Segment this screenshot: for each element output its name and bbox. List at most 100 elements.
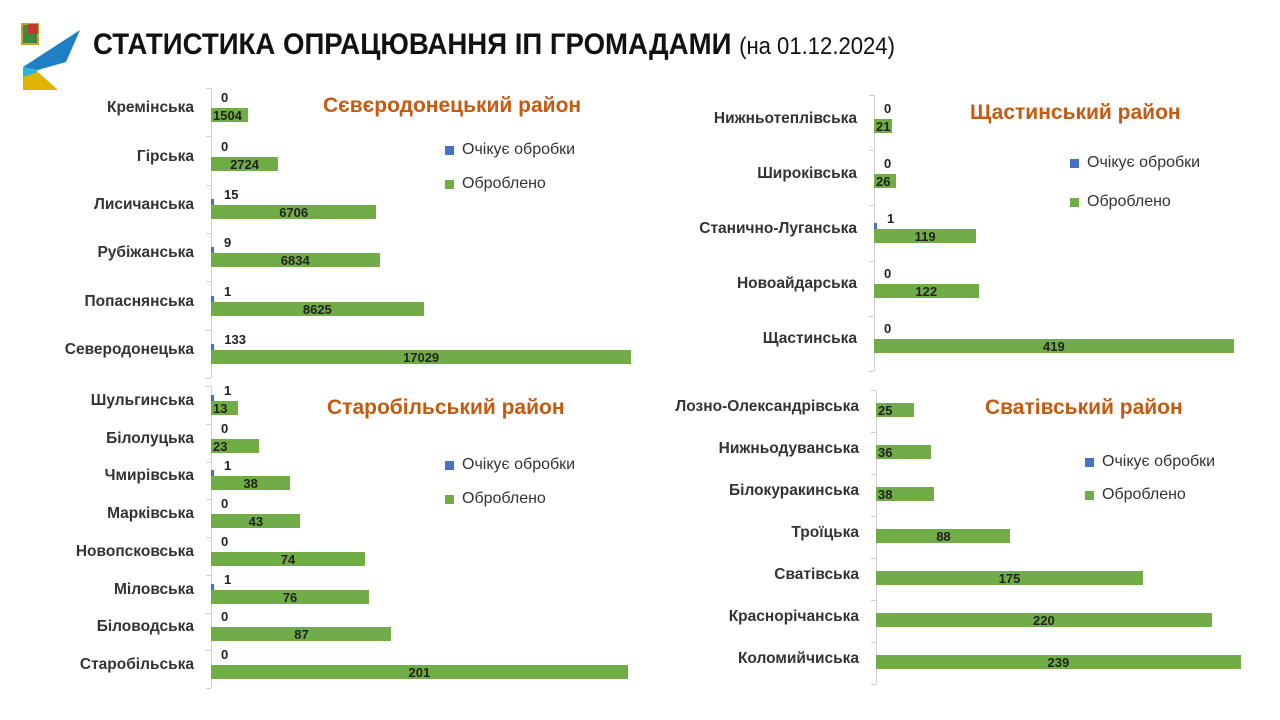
category-label: Щастинська [762, 330, 857, 348]
data-label-processed: 6834 [280, 253, 310, 269]
axis-tick [206, 378, 211, 379]
bar-pending [211, 470, 214, 477]
y-axis [211, 386, 212, 688]
data-label-processed: 239 [1047, 655, 1070, 670]
legend-swatch [1085, 490, 1094, 500]
bar-processed [874, 118, 893, 133]
legend-label: Оброблено [462, 175, 546, 192]
category-label: Попаснянська [84, 292, 194, 310]
bar-pending [211, 583, 214, 590]
axis-tick [869, 95, 874, 96]
legend-item: Очікує обробки [445, 456, 575, 474]
data-label-processed: 21 [876, 118, 891, 134]
data-label-pending: 1 [224, 458, 232, 474]
legend-label: Оброблено [462, 490, 546, 507]
bar-processed [874, 284, 979, 299]
axis-tick [869, 260, 874, 262]
page-title: СТАТИСТИКА ОПРАЦЮВАННЯ ІП ГРОМАДАМИ (на … [93, 28, 895, 61]
axis-tick [871, 600, 876, 601]
legend-item: Оброблено [1085, 486, 1186, 504]
bar-processed [876, 403, 915, 417]
bar-pending [211, 343, 215, 350]
legend-swatch [1070, 197, 1079, 207]
chart-title: Щастинський район [970, 101, 1181, 124]
axis-tick [206, 386, 211, 387]
category-label: Станично-Луганська [699, 220, 857, 237]
chart-title: Старобільський район [327, 396, 565, 419]
axis-tick [869, 205, 874, 207]
category-label: Краснорічанська [728, 608, 859, 625]
legend-item: Очікує обробки [445, 141, 575, 159]
data-label-pending: 0 [884, 100, 892, 116]
data-label-processed: 74 [280, 551, 296, 567]
data-label-pending: 1 [224, 382, 232, 398]
legend-label: Очікує обробки [462, 456, 576, 473]
bar-processed [211, 665, 628, 680]
category-label: Старобільська [79, 656, 194, 674]
bar-pending [211, 394, 214, 401]
axis-tick [206, 88, 211, 89]
data-label-pending: 0 [221, 420, 229, 436]
category-label: Сватівська [774, 566, 859, 583]
legend-swatch [445, 179, 454, 189]
bar-processed [211, 108, 249, 123]
bar-processed [876, 655, 1241, 669]
axis-tick [206, 537, 211, 538]
axis-tick [871, 558, 876, 559]
data-label-processed: 13 [213, 400, 228, 416]
data-label-processed: 87 [294, 627, 309, 643]
data-label-pending: 0 [884, 155, 892, 171]
category-label: Нижньотеплівська [713, 109, 857, 127]
page-date: (на 01.12.2024) [739, 33, 895, 60]
data-label-pending: 0 [221, 609, 229, 625]
data-label-processed: 38 [878, 487, 893, 502]
legend-item: Оброблено [445, 175, 546, 193]
data-label-processed: 26 [876, 173, 891, 189]
data-label-pending: 0 [221, 138, 229, 154]
bar-processed [874, 229, 977, 243]
data-label-processed: 6706 [279, 204, 309, 220]
data-label-processed: 419 [1043, 339, 1065, 355]
legend-label: Очікує обробки [462, 141, 576, 158]
category-label: Гірська [136, 147, 194, 165]
bar-processed [211, 551, 365, 566]
axis-tick [869, 371, 874, 372]
category-label: Коломийчиська [737, 650, 859, 667]
axis-tick [206, 329, 211, 331]
legend-item: Очікує обробки [1085, 453, 1215, 471]
data-label-processed: 220 [1032, 613, 1055, 628]
category-label: Шульгинська [90, 391, 194, 409]
legend-item: Оброблено [445, 490, 546, 508]
data-label-processed: 25 [878, 403, 893, 418]
axis-tick [869, 150, 874, 152]
axis-tick [206, 136, 211, 138]
legend-swatch [445, 494, 454, 504]
category-label: Чмирівська [104, 467, 194, 485]
legend-swatch [1085, 457, 1094, 467]
data-label-processed: 8625 [302, 301, 332, 317]
data-label-pending: 1 [224, 571, 232, 587]
axis-tick [206, 233, 211, 234]
axis-tick [871, 432, 876, 433]
bar-processed [874, 173, 897, 188]
chart-title: Сєвєродонецький район [323, 94, 582, 117]
axis-tick [206, 281, 211, 283]
axis-tick [871, 474, 876, 475]
bar-processed [876, 571, 1144, 585]
category-label: Білолуцька [106, 429, 194, 447]
axis-tick [206, 650, 211, 652]
legend-label: Очікує обробки [1102, 453, 1216, 470]
bar-processed [876, 613, 1212, 627]
category-label: Северодонецька [64, 340, 194, 358]
bar-processed [211, 514, 301, 529]
bar-processed [211, 589, 369, 604]
data-label-processed: 119 [914, 229, 936, 244]
legend-label: Оброблено [1102, 486, 1186, 503]
legend-item: Очікує обробки [1070, 154, 1200, 172]
bar-pending [211, 295, 214, 302]
bar-processed [876, 445, 931, 459]
category-label: Міловська [114, 580, 194, 598]
category-label: Біловодська [96, 618, 194, 636]
bar-pending [211, 247, 214, 254]
data-label-pending: 15 [224, 186, 239, 202]
